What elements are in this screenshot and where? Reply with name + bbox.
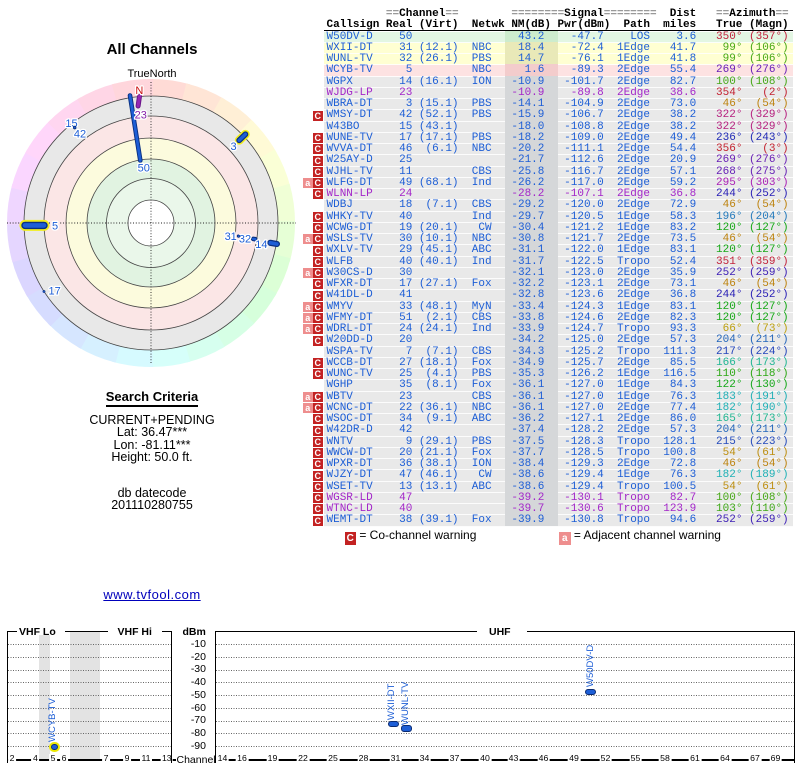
svg-text:17: 17 [48,285,60,297]
svg-text:42: 42 [74,129,86,141]
svg-text:3: 3 [231,141,237,153]
svg-text:23: 23 [135,110,147,122]
svg-text:N: N [135,85,143,97]
svg-text:50: 50 [138,162,150,174]
svg-text:5: 5 [52,220,58,232]
svg-text:31: 31 [225,231,237,243]
svg-text:32: 32 [239,234,251,246]
svg-text:14: 14 [255,239,267,251]
